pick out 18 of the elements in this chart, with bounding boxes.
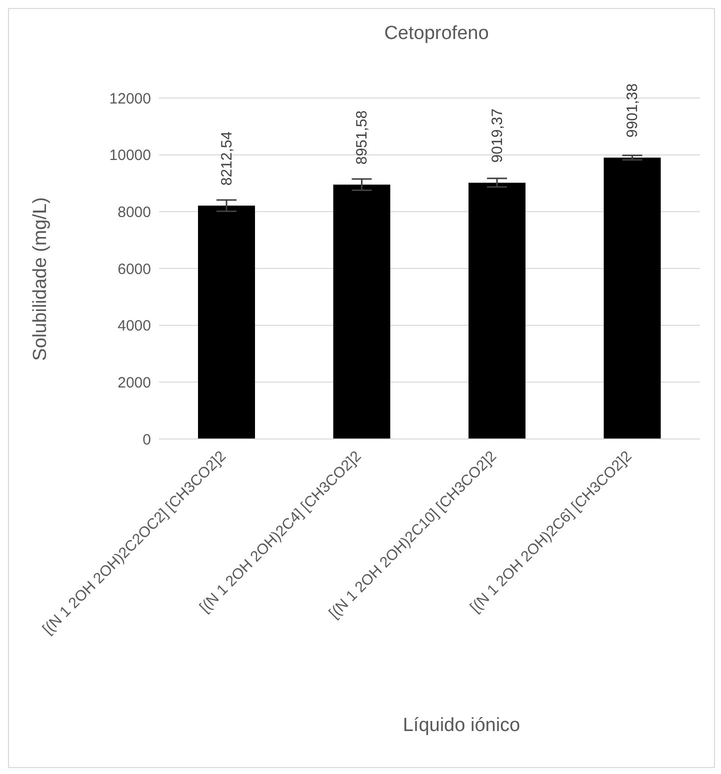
- data-label: 8951,58: [354, 110, 371, 165]
- y-tick-label: 12000: [109, 90, 151, 108]
- y-axis-title: Solubilidade (mg/L): [30, 197, 52, 361]
- y-tick-label: 8000: [118, 204, 151, 221]
- y-tick-label: 10000: [109, 147, 151, 164]
- chart-title: Cetoprofeno: [383, 23, 490, 45]
- data-label: 8212,54: [218, 131, 236, 186]
- y-tick-label: 0: [142, 431, 151, 448]
- x-axis-title: Líquido iónico: [402, 715, 522, 737]
- y-tick-label: 4000: [118, 318, 151, 335]
- bar: [468, 182, 526, 439]
- bar: [198, 206, 255, 439]
- bar: [333, 184, 390, 439]
- y-tick-label: 6000: [118, 260, 151, 278]
- bar: [604, 158, 661, 439]
- y-tick-label: 2000: [118, 374, 151, 392]
- data-label: 9019,37: [489, 108, 506, 163]
- data-label: 9901,38: [624, 83, 642, 138]
